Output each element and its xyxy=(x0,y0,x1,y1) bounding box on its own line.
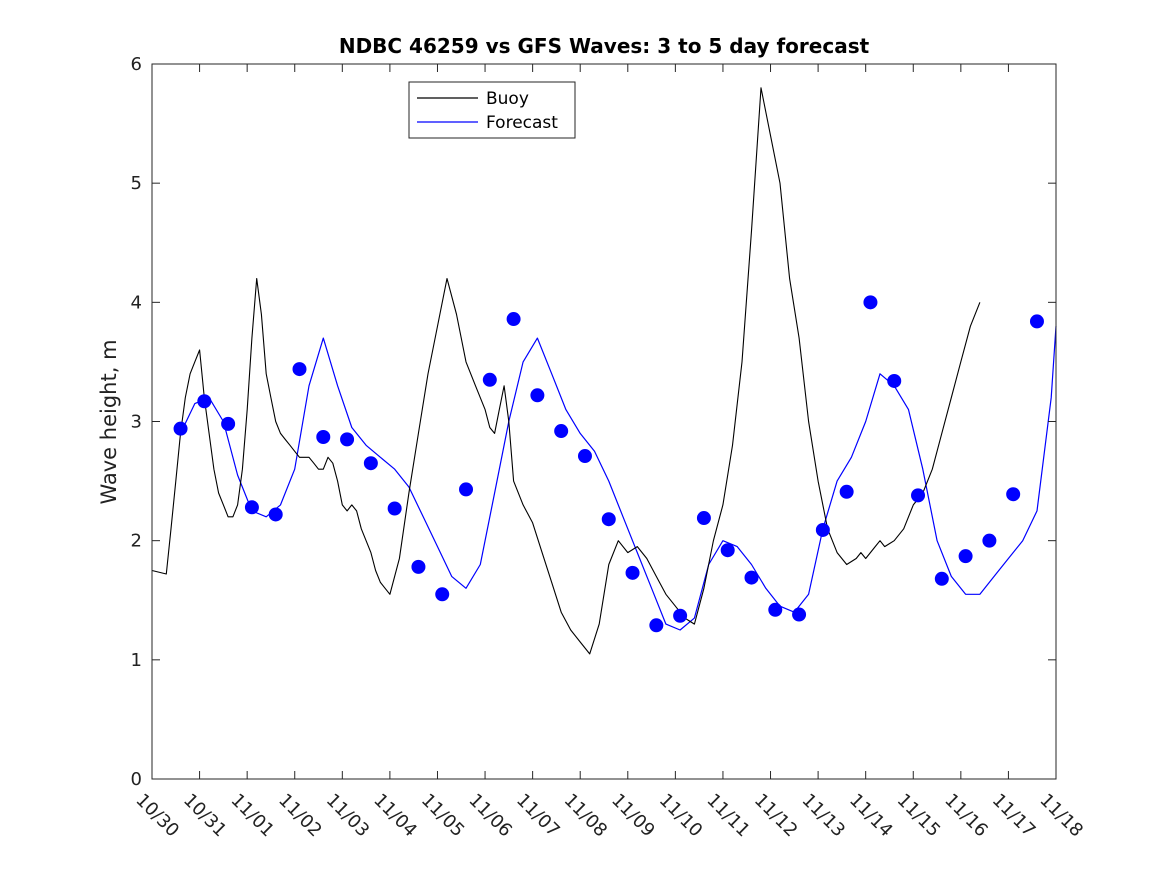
y-axis-label: Wave height, m xyxy=(97,339,121,504)
x-tick-label: 11/09 xyxy=(607,790,659,842)
forecast-marker xyxy=(934,571,949,586)
forecast-marker xyxy=(601,512,616,527)
x-tick-label: 11/01 xyxy=(227,790,279,842)
plot-area xyxy=(152,64,1056,779)
x-tick-label: 11/07 xyxy=(512,790,564,842)
x-tick-label: 11/17 xyxy=(988,790,1040,842)
x-tick-label: 11/11 xyxy=(702,790,754,842)
forecast-marker xyxy=(625,565,640,580)
buoy-line xyxy=(151,87,981,655)
forecast-marker xyxy=(482,372,497,387)
series-layer xyxy=(151,87,1057,655)
forecast-marker xyxy=(411,559,426,574)
forecast-marker xyxy=(815,522,830,537)
x-tick-label: 11/12 xyxy=(750,790,802,842)
y-tick-label: 3 xyxy=(131,412,142,433)
forecast-marker xyxy=(649,618,664,633)
x-tick-label: 11/14 xyxy=(845,790,897,842)
x-tick-label: 11/15 xyxy=(893,790,945,842)
x-tick-label: 10/30 xyxy=(131,790,183,842)
legend: Buoy Forecast xyxy=(408,81,576,139)
forecast-marker xyxy=(387,501,402,516)
forecast-marker xyxy=(839,484,854,499)
legend-box xyxy=(408,81,576,139)
forecast-marker xyxy=(435,587,450,602)
forecast-marker xyxy=(221,416,236,431)
y-tick-label: 5 xyxy=(131,173,142,194)
legend-buoy-label: Buoy xyxy=(486,89,529,109)
forecast-marker xyxy=(340,432,355,447)
forecast-marker xyxy=(1029,314,1044,329)
forecast-marker-layer xyxy=(173,295,1044,633)
forecast-marker xyxy=(577,449,592,464)
forecast-marker xyxy=(768,602,783,617)
x-tick-label: 11/18 xyxy=(1035,790,1087,842)
forecast-marker xyxy=(792,607,807,622)
forecast-marker xyxy=(316,429,331,444)
forecast-marker xyxy=(863,295,878,310)
y-axis: 0 1 2 3 4 5 6 xyxy=(131,54,1056,790)
y-tick-label: 2 xyxy=(131,531,142,552)
x-tick-label: 11/13 xyxy=(798,790,850,842)
y-tick-label: 1 xyxy=(131,650,142,671)
y-tick-label: 4 xyxy=(131,292,142,313)
forecast-marker xyxy=(958,549,973,564)
x-tick-label: 11/05 xyxy=(417,790,469,842)
forecast-marker xyxy=(720,543,735,558)
x-tick-label: 11/04 xyxy=(369,790,421,842)
forecast-line xyxy=(179,326,1057,631)
forecast-marker xyxy=(268,507,283,522)
y-tick-label: 6 xyxy=(131,54,142,75)
chart-title: NDBC 46259 vs GFS Waves: 3 to 5 day fore… xyxy=(339,34,870,58)
forecast-marker xyxy=(197,394,212,409)
x-tick-label: 11/06 xyxy=(465,790,517,842)
forecast-marker xyxy=(506,312,521,327)
y-tick-label: 0 xyxy=(131,769,142,790)
forecast-marker xyxy=(292,362,307,377)
forecast-marker xyxy=(744,570,759,585)
legend-forecast-label: Forecast xyxy=(486,113,558,133)
forecast-marker xyxy=(673,608,688,623)
forecast-marker xyxy=(911,488,926,503)
forecast-marker xyxy=(530,388,545,403)
forecast-marker xyxy=(554,424,569,439)
forecast-marker xyxy=(363,456,378,471)
x-tick-label: 11/03 xyxy=(322,790,374,842)
x-tick-label: 11/10 xyxy=(655,790,707,842)
x-tick-label: 11/16 xyxy=(940,790,992,842)
x-tick-label: 11/08 xyxy=(560,790,612,842)
forecast-marker xyxy=(696,511,711,526)
forecast-marker xyxy=(887,373,902,388)
forecast-marker xyxy=(1006,487,1021,502)
x-tick-label: 11/02 xyxy=(274,790,326,842)
forecast-marker xyxy=(173,421,188,436)
forecast-marker xyxy=(982,533,997,548)
x-tick-label: 10/31 xyxy=(179,790,231,842)
forecast-marker xyxy=(244,500,259,515)
forecast-marker xyxy=(459,482,474,497)
